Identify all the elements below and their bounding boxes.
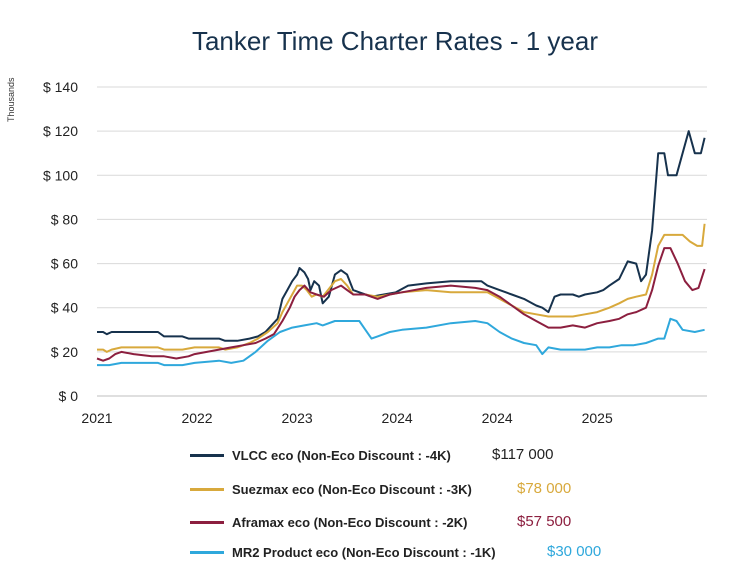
y-tick-label: $ 120 xyxy=(43,123,78,139)
legend-item: MR2 Product eco (Non-Eco Discount : -1K) xyxy=(190,541,496,563)
y-tick-label: $ 60 xyxy=(51,256,78,272)
x-tick-label: 2024 xyxy=(482,410,513,426)
legend-label: VLCC eco (Non-Eco Discount : -4K) xyxy=(232,447,451,463)
x-tick-label: 2023 xyxy=(282,410,313,426)
legend-current-value: $117 000 xyxy=(492,446,554,463)
y-tick-label: $ 40 xyxy=(51,300,78,316)
line-chart: $ 0$ 20$ 40$ 60$ 80$ 100$ 120$ 140 2021 2… xyxy=(43,79,707,426)
x-tick-label: 2025 xyxy=(582,410,613,426)
chart-title: Tanker Time Charter Rates - 1 year xyxy=(191,26,599,56)
y-tick-label: $ 80 xyxy=(51,211,78,227)
series-line-1 xyxy=(97,223,706,353)
legend-current-value: $57 500 xyxy=(517,513,572,530)
legend-item: Suezmax eco (Non-Eco Discount : -3K) xyxy=(190,478,472,500)
gridlines xyxy=(97,86,707,397)
legend-item: Aframax eco (Non-Eco Discount : -2K) xyxy=(190,511,467,533)
series-line-2 xyxy=(96,247,706,362)
legend-current-value: $78 000 xyxy=(517,480,572,497)
legend-label: Suezmax eco (Non-Eco Discount : -3K) xyxy=(232,481,472,497)
legend-swatch xyxy=(190,520,224,524)
legend-label: Aframax eco (Non-Eco Discount : -2K) xyxy=(232,514,468,530)
x-tick-label: 2021 xyxy=(81,410,112,426)
series-line-3 xyxy=(97,317,705,367)
x-tick-label: 2024 xyxy=(382,410,413,426)
y-tick-label: $ 0 xyxy=(59,388,79,404)
legend-current-value: $30 000 xyxy=(547,543,602,560)
y-tick-label: $ 20 xyxy=(51,344,78,360)
x-axis-tick-labels: 2021 2022 2023 2024 2024 2025 xyxy=(81,410,613,426)
legend-swatch xyxy=(190,453,224,457)
y-tick-label: $ 100 xyxy=(43,167,78,183)
y-tick-label: $ 140 xyxy=(43,79,78,95)
series-lines xyxy=(96,130,706,367)
legend-swatch xyxy=(190,487,224,491)
legend-swatch xyxy=(190,550,224,554)
legend-label: MR2 Product eco (Non-Eco Discount : -1K) xyxy=(232,544,496,560)
x-tick-label: 2022 xyxy=(181,410,212,426)
series-line-0 xyxy=(97,130,706,342)
y-axis-tick-labels: $ 0 $ 20 $ 40 $ 60 $ 80 $ 100 $ 120 $ 140 xyxy=(43,79,78,404)
legend-item: VLCC eco (Non-Eco Discount : -4K) xyxy=(190,444,451,466)
